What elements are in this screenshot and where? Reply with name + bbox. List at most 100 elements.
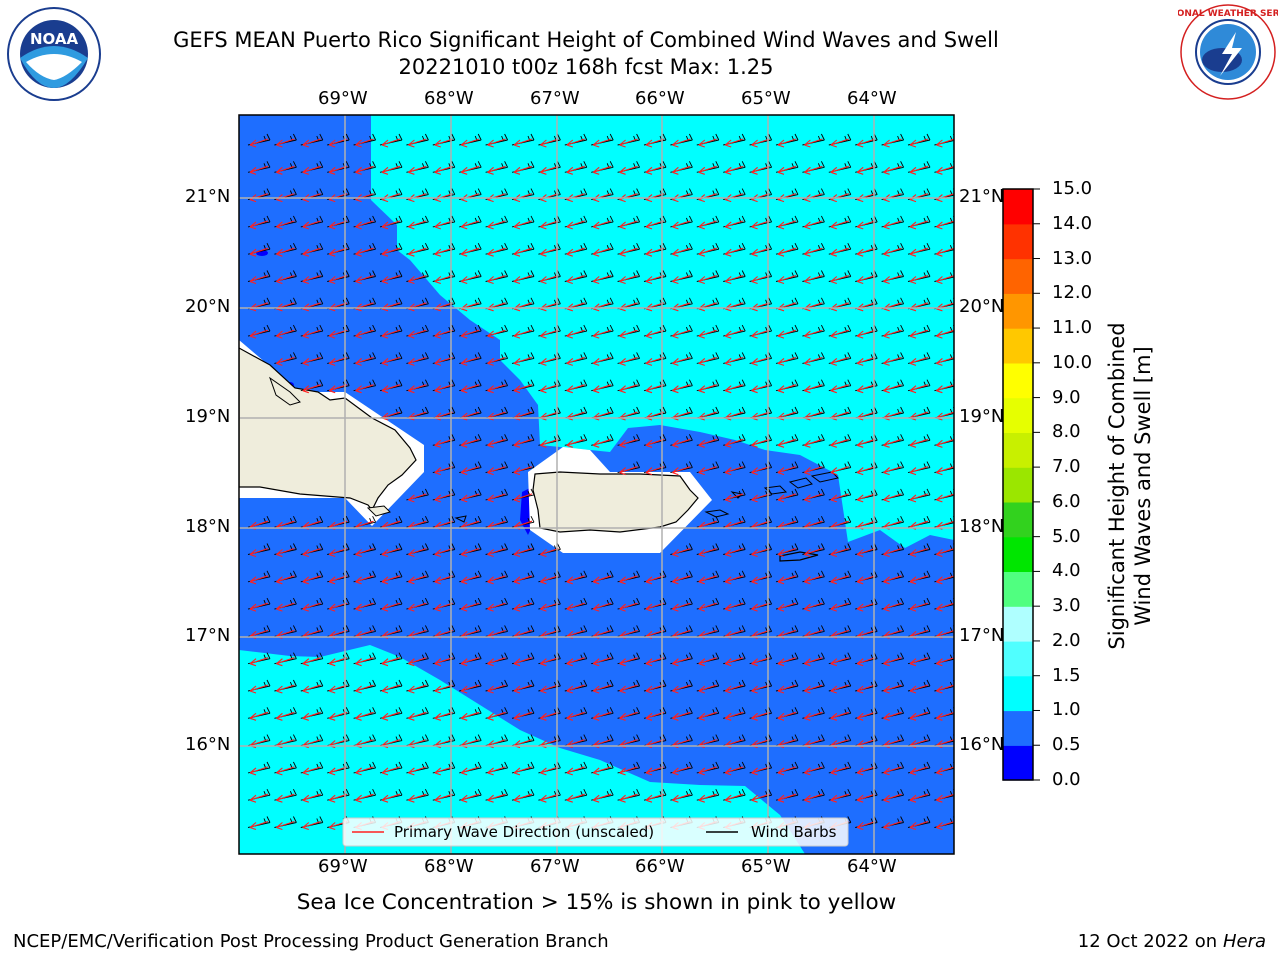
wave-direction-arrow <box>804 138 823 148</box>
wave-direction-arrow <box>830 493 849 503</box>
wave-direction-arrow <box>909 684 929 694</box>
wave-direction-arrow <box>698 466 717 476</box>
wave-direction-arrow <box>566 138 585 148</box>
wave-direction-arrow <box>883 329 902 339</box>
wave-direction-arrow <box>381 384 401 394</box>
colorbar-tick-label: 3.0 <box>1052 595 1081 617</box>
wave-direction-arrow <box>249 329 269 339</box>
wave-direction-arrow <box>302 384 321 394</box>
wave-direction-arrow <box>276 356 295 366</box>
wave-direction-arrow <box>856 711 876 721</box>
wave-direction-arrow <box>830 466 849 476</box>
colorbar-segment <box>1003 258 1033 294</box>
wave-direction-arrow <box>566 247 585 257</box>
wave-direction-arrow <box>936 657 954 667</box>
wave-direction-arrow <box>355 384 374 394</box>
colorbar-tick-label: 1.0 <box>1052 699 1081 721</box>
wave-direction-arrow <box>804 247 823 257</box>
wave-direction-arrow <box>276 165 295 175</box>
wave-direction-arrow <box>936 220 954 230</box>
wave-direction-arrow <box>513 274 533 285</box>
wave-direction-arrow <box>249 247 269 257</box>
colorbar-segment <box>1003 571 1033 607</box>
wave-direction-arrow <box>408 711 427 721</box>
wave-direction-arrow <box>249 602 269 612</box>
wave-direction-arrow <box>540 602 559 612</box>
wave-direction-arrow <box>883 793 902 803</box>
wave-direction-arrow <box>355 793 374 803</box>
map-legend: Primary Wave Direction (unscaled) Wind B… <box>342 817 849 847</box>
wave-direction-arrow <box>724 438 744 448</box>
wave-direction-arrow <box>751 547 770 558</box>
wave-direction-arrow <box>883 493 902 503</box>
wave-direction-arrow <box>830 274 849 285</box>
wave-direction-arrow <box>381 138 401 148</box>
wave-direction-arrow <box>883 438 902 448</box>
wave-direction-arrow <box>460 602 480 612</box>
colorbar-tick-label: 0.0 <box>1052 769 1081 790</box>
wave-direction-arrow <box>751 165 770 175</box>
colorbar-tick-label: 14.0 <box>1052 212 1093 234</box>
wave-direction-arrow <box>856 466 876 476</box>
wave-direction-arrow <box>434 247 453 257</box>
colorbar-tick-label: 12.0 <box>1052 282 1093 304</box>
wave-direction-arrow <box>460 220 480 230</box>
wave-direction-arrow <box>672 793 691 803</box>
wave-direction-arrow <box>302 684 321 694</box>
wave-direction-arrow <box>408 165 427 175</box>
wave-direction-arrow <box>619 711 638 721</box>
wave-direction-arrow <box>513 384 533 394</box>
wave-direction-arrow <box>777 766 797 776</box>
wave-direction-arrow <box>460 466 480 476</box>
wave-direction-arrow <box>883 575 902 585</box>
wave-direction-arrow <box>883 356 902 366</box>
colorbar-tick-label: 11.0 <box>1052 317 1093 339</box>
colorbar-segment <box>1003 675 1033 712</box>
wave-direction-arrow <box>249 547 269 558</box>
wave-direction-arrow <box>302 356 321 366</box>
wave-direction-arrow <box>408 657 427 667</box>
colorbar-segment <box>1003 467 1033 503</box>
wave-direction-arrow <box>751 602 770 612</box>
colorbar-tick-label: 1.5 <box>1052 664 1081 686</box>
virgin-island-outline <box>788 477 813 489</box>
wave-direction-arrow <box>909 356 929 366</box>
wave-direction-arrow <box>355 138 374 148</box>
wave-direction-arrow <box>936 793 954 803</box>
wave-direction-arrow <box>698 657 717 667</box>
wave-direction-arrow <box>566 657 585 667</box>
wave-direction-arrow <box>672 657 691 667</box>
wave-direction-arrow <box>804 493 823 503</box>
wave-direction-arrow <box>909 575 929 585</box>
wave-direction-arrow <box>645 356 665 366</box>
wave-direction-arrow <box>276 329 295 339</box>
wave-direction-arrow <box>777 438 797 448</box>
wave-direction-arrow <box>249 684 269 694</box>
wave-direction-arrow <box>328 247 348 257</box>
colorbar-segment <box>1003 710 1033 746</box>
colorbar-frame <box>1002 188 1034 781</box>
colorbar-tick-label: 5.0 <box>1052 525 1081 547</box>
colorbar-tick-label: 13.0 <box>1052 247 1093 269</box>
lat-tick-left: 19°N <box>185 406 231 427</box>
wave-direction-arrow <box>540 657 559 667</box>
wave-direction-arrow <box>698 711 717 721</box>
wave-direction-arrow <box>698 138 717 148</box>
wave-direction-arrow <box>566 711 585 721</box>
wave-direction-arrow <box>302 793 321 803</box>
wave-direction-arrow <box>645 138 665 148</box>
wave-direction-arrow <box>328 684 348 694</box>
wave-direction-arrow <box>724 766 744 776</box>
wave-direction-arrow <box>777 274 797 285</box>
wave-direction-arrow <box>592 657 612 667</box>
wave-direction-arrow <box>540 711 559 721</box>
wave-direction-arrow <box>804 766 823 776</box>
wave-direction-arrow <box>856 575 876 585</box>
lat-tick-right: 17°N <box>959 625 1003 646</box>
wave-direction-arrow <box>645 466 665 476</box>
wave-direction-arrow <box>487 165 506 175</box>
wave-direction-arrow <box>619 575 638 585</box>
wave-direction-arrow <box>645 602 665 612</box>
wave-direction-arrow <box>830 684 849 694</box>
wave-direction-arrow <box>460 329 480 339</box>
